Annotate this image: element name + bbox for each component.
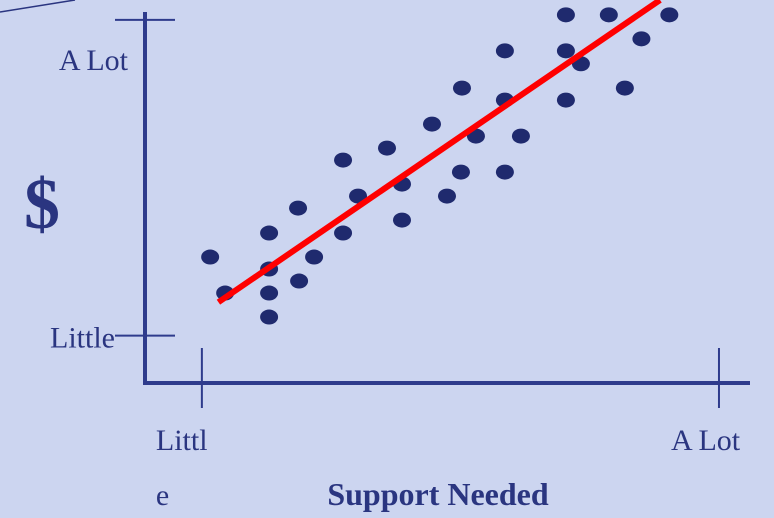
- scatter-point: [289, 200, 308, 216]
- scatter-point: [556, 43, 575, 59]
- scatter-point: [201, 249, 220, 265]
- scatter-point: [556, 92, 575, 108]
- scatter-point: [437, 188, 456, 204]
- x-tick-label: Littl e: [156, 424, 208, 512]
- x-tick-label: A Lot: [671, 424, 741, 457]
- y-axis-label: $: [24, 164, 60, 244]
- scatter-point: [599, 7, 618, 23]
- scatter-point: [422, 116, 441, 132]
- scatter-point: [495, 43, 514, 59]
- x-axis-label: Support Needed: [327, 476, 549, 512]
- scatter-point: [615, 80, 634, 96]
- scatter-point: [349, 188, 368, 204]
- scatter-point: [260, 309, 279, 325]
- scatter-point: [556, 7, 575, 23]
- scatter-point: [660, 7, 679, 23]
- y-tick-label: Little: [50, 322, 115, 355]
- scatter-point: [511, 128, 530, 144]
- scatter-point: [451, 164, 470, 180]
- scatter-point: [334, 152, 353, 168]
- scatter-point: [452, 80, 471, 96]
- scatter-point: [495, 164, 514, 180]
- scatter-point: [378, 140, 396, 156]
- scatter-point: [260, 225, 279, 241]
- trend-line: [216, 0, 662, 305]
- scatter-point: [305, 249, 324, 265]
- decor-line: [0, 0, 76, 13]
- y-tick-label: A Lot: [59, 44, 129, 77]
- scatter-point: [632, 31, 651, 47]
- scatter-point: [290, 273, 309, 289]
- scatter-point: [392, 212, 411, 228]
- scatter-point: [334, 225, 353, 241]
- scatter-point: [260, 285, 279, 301]
